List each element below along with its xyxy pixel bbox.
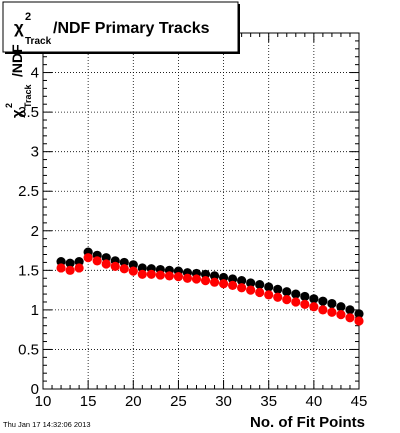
y-tick-labels: 0 0.5 1 1.5 2 2.5 3 3.5 4 [18,65,39,398]
data-point-series-1 [336,302,346,312]
data-point-series-2 [191,274,202,284]
data-point-series-1 [74,257,84,267]
y-tick-label: 1.5 [18,262,39,279]
data-point-series-1 [282,287,292,297]
x-tick-label: 40 [306,393,323,410]
data-point-series-2 [65,265,75,275]
data-points [56,247,364,326]
data-point-series-1 [291,289,301,299]
data-point-series-1 [309,294,319,304]
data-point-series-2 [119,264,129,274]
data-point-series-2 [101,259,111,269]
data-point-series-1 [137,263,147,273]
data-point-series-2 [218,279,229,289]
data-point-series-1 [300,291,310,302]
data-point-series-2 [246,285,256,295]
y-tick-label: 0 [31,381,39,398]
data-point-series-1 [228,274,238,284]
data-point-series-1 [264,282,274,292]
data-point-series-2 [92,256,102,266]
title-sup: 2 [25,11,31,23]
data-point-series-2 [164,271,174,281]
y-tick-label: 1 [31,302,39,319]
data-point-series-2 [237,283,247,293]
data-point-series-1 [273,284,283,294]
data-point-series-1 [200,269,211,279]
y-tick-label: 3.5 [18,104,39,121]
data-point-series-1 [119,257,129,268]
title-chi: χ [14,18,24,37]
data-point-series-2 [282,295,292,305]
data-point-series-1 [255,279,265,290]
data-point-series-1 [318,296,328,306]
data-point-series-2 [300,299,310,309]
x-axis-label: No. of Fit Points [250,414,365,431]
ylabel-sub: Track [23,83,33,108]
data-point-series-2 [200,276,211,286]
ylabel-sup: 2 [4,103,14,108]
data-point-series-2 [327,307,337,317]
grid [43,33,359,389]
data-point-series-1 [56,257,66,267]
title-box [2,1,239,53]
data-point-series-1 [65,258,75,268]
y-tick-label: 4 [31,65,39,82]
data-point-series-2 [273,292,283,302]
x-tick-label: 35 [260,393,277,410]
data-point-series-2 [146,269,156,279]
data-point-series-2 [173,272,184,282]
data-point-series-2 [137,269,147,279]
data-point-series-2 [74,263,84,273]
title-box-shadow-bottom [5,52,240,54]
data-point-series-2 [345,313,355,323]
data-point-series-2 [354,316,364,326]
x-tick-label: 20 [125,393,142,410]
data-point-series-1 [345,305,355,315]
data-point-series-2 [291,297,301,307]
x-tick-label: 30 [215,393,232,410]
data-point-series-1 [209,271,220,281]
data-point-series-2 [336,310,346,320]
title-box-shadow [238,4,240,54]
data-point-series-1 [327,298,337,309]
x-tick-label: 10 [35,393,52,410]
y-axis-label: χ 2 Track /NDF [4,44,33,118]
data-point-series-2 [110,261,120,271]
data-point-series-2 [228,280,238,290]
data-point-series-1 [246,278,256,288]
data-point-series-2 [155,270,165,280]
chart-title: /NDF Primary Tracks [53,20,210,37]
ylabel-rest: /NDF [9,44,25,77]
data-point-series-2 [56,263,66,273]
title-sub: Track [25,36,52,47]
data-point-series-1 [237,276,247,286]
data-point-series-1 [354,309,364,319]
data-point-series-2 [309,302,319,312]
x-tick-labels: 10 15 20 25 30 35 40 45 [35,393,368,410]
data-point-series-1 [218,272,229,283]
x-tick-label: 15 [80,393,97,410]
data-point-series-2 [264,290,274,300]
data-point-series-2 [128,266,138,276]
y-tick-label: 2.5 [18,183,39,200]
ylabel-chi: χ [9,109,26,118]
data-point-series-2 [255,287,265,298]
data-point-series-1 [101,253,111,263]
y-tick-label: 2 [31,223,39,240]
data-point-series-2 [83,253,93,263]
x-tick-label: 45 [351,393,368,410]
data-point-series-1 [128,260,138,270]
y-tick-label: 3 [31,144,39,161]
data-point-series-2 [209,277,220,287]
data-point-series-2 [182,273,193,283]
y-tick-label: 0.5 [18,341,39,358]
x-tick-label: 25 [170,393,187,410]
timestamp: Thu Jan 17 14:32:06 2013 [3,420,91,429]
data-point-series-2 [318,305,328,315]
plot-frame [42,32,360,390]
tick-marks [42,33,360,390]
